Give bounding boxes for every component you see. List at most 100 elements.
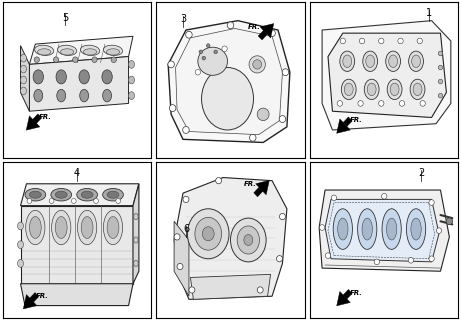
Circle shape <box>183 126 189 133</box>
Text: FR.: FR. <box>349 290 362 296</box>
Circle shape <box>183 196 189 203</box>
Ellipse shape <box>363 51 378 71</box>
Ellipse shape <box>362 218 372 240</box>
Polygon shape <box>24 295 37 309</box>
Ellipse shape <box>107 217 119 238</box>
Ellipse shape <box>21 87 26 95</box>
Ellipse shape <box>230 218 266 262</box>
Polygon shape <box>176 28 283 135</box>
Circle shape <box>202 56 206 60</box>
Ellipse shape <box>26 210 45 245</box>
Ellipse shape <box>343 55 352 68</box>
Ellipse shape <box>18 241 24 249</box>
Ellipse shape <box>198 47 228 75</box>
Circle shape <box>53 57 59 62</box>
Circle shape <box>73 57 78 62</box>
Polygon shape <box>174 178 287 299</box>
Circle shape <box>207 44 210 47</box>
Circle shape <box>337 100 343 106</box>
Polygon shape <box>21 184 139 206</box>
Ellipse shape <box>77 188 97 201</box>
Circle shape <box>214 50 218 54</box>
Text: 6: 6 <box>183 224 189 234</box>
Ellipse shape <box>103 188 124 201</box>
Ellipse shape <box>129 76 135 84</box>
Circle shape <box>34 57 40 62</box>
Polygon shape <box>254 187 263 197</box>
Polygon shape <box>133 184 139 284</box>
Text: 4: 4 <box>74 168 80 178</box>
Circle shape <box>49 198 54 204</box>
Ellipse shape <box>18 260 24 267</box>
Circle shape <box>436 228 442 234</box>
Ellipse shape <box>134 260 138 267</box>
Ellipse shape <box>411 218 421 240</box>
Circle shape <box>282 69 289 76</box>
Ellipse shape <box>408 51 424 71</box>
Ellipse shape <box>106 49 120 55</box>
Ellipse shape <box>358 209 377 249</box>
Ellipse shape <box>341 79 356 100</box>
Polygon shape <box>190 274 271 299</box>
Circle shape <box>417 38 422 44</box>
Ellipse shape <box>103 45 123 55</box>
Ellipse shape <box>390 83 399 96</box>
Circle shape <box>92 57 97 62</box>
Circle shape <box>174 234 180 240</box>
Ellipse shape <box>33 70 43 84</box>
Text: FR.: FR. <box>36 293 49 299</box>
Ellipse shape <box>56 70 66 84</box>
Circle shape <box>116 198 121 204</box>
Circle shape <box>199 50 202 54</box>
Ellipse shape <box>37 49 51 55</box>
Circle shape <box>253 60 262 69</box>
Ellipse shape <box>134 213 138 220</box>
Circle shape <box>169 105 176 112</box>
Polygon shape <box>325 199 439 262</box>
Text: FR.: FR. <box>243 181 256 187</box>
Text: FR.: FR. <box>349 117 362 123</box>
Ellipse shape <box>410 79 425 100</box>
Polygon shape <box>21 284 133 306</box>
Polygon shape <box>328 33 446 117</box>
Circle shape <box>331 195 337 201</box>
Ellipse shape <box>364 79 379 100</box>
Ellipse shape <box>60 49 74 55</box>
Ellipse shape <box>52 210 71 245</box>
Circle shape <box>279 213 285 220</box>
Ellipse shape <box>340 51 355 71</box>
Ellipse shape <box>55 217 67 238</box>
Ellipse shape <box>129 92 135 100</box>
Ellipse shape <box>134 237 138 243</box>
Ellipse shape <box>81 191 93 198</box>
Ellipse shape <box>202 227 214 241</box>
Circle shape <box>340 38 345 44</box>
Polygon shape <box>260 24 274 38</box>
Polygon shape <box>343 117 352 126</box>
Circle shape <box>399 100 405 106</box>
Circle shape <box>420 100 426 106</box>
Ellipse shape <box>30 217 41 238</box>
Circle shape <box>257 108 269 121</box>
Circle shape <box>398 38 403 44</box>
Polygon shape <box>33 114 42 123</box>
Ellipse shape <box>30 191 41 198</box>
Ellipse shape <box>407 209 426 249</box>
Circle shape <box>277 256 283 262</box>
Polygon shape <box>319 190 449 271</box>
Ellipse shape <box>81 45 100 55</box>
Circle shape <box>408 258 414 263</box>
Polygon shape <box>30 36 133 64</box>
Circle shape <box>249 134 256 141</box>
Circle shape <box>269 30 275 36</box>
Text: FR.: FR. <box>248 24 261 30</box>
Ellipse shape <box>412 55 420 68</box>
Ellipse shape <box>188 209 229 259</box>
Circle shape <box>438 93 443 98</box>
Circle shape <box>94 198 98 204</box>
Ellipse shape <box>386 218 397 240</box>
Ellipse shape <box>333 209 352 249</box>
Polygon shape <box>21 206 133 284</box>
Ellipse shape <box>195 217 222 250</box>
Polygon shape <box>26 116 40 130</box>
